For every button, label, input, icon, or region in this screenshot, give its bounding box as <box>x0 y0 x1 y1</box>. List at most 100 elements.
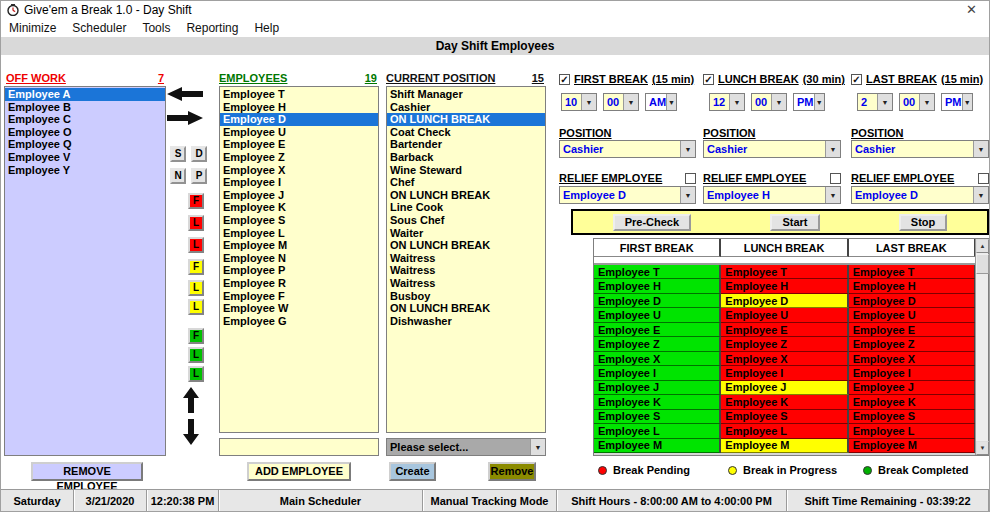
list-item[interactable]: ON LUNCH BREAK <box>387 302 545 315</box>
first-position-dropdown[interactable]: Cashier▼ <box>559 140 696 158</box>
list-item[interactable]: Busboy <box>387 290 545 303</box>
first-break-hour-dropdown[interactable]: 10▼ <box>561 93 597 111</box>
break-cell[interactable]: Employee X <box>849 352 976 366</box>
sort-d-button[interactable]: D <box>191 146 207 162</box>
sort-p-button[interactable]: P <box>191 168 207 184</box>
last-break-checkbox[interactable]: ✓ <box>851 74 862 85</box>
flag-button-green-l1[interactable]: L <box>188 347 204 363</box>
list-item[interactable]: Employee U <box>220 126 378 139</box>
first-break-minute-dropdown[interactable]: 00▼ <box>603 93 639 111</box>
first-break-checkbox[interactable]: ✓ <box>559 74 570 85</box>
break-cell[interactable]: Employee J <box>721 381 848 395</box>
first-break-ampm-dropdown[interactable]: AM▼ <box>645 93 677 111</box>
lunch-break-ampm-dropdown[interactable]: PM▼ <box>793 93 825 111</box>
list-item[interactable]: Employee P <box>220 264 378 277</box>
first-relief-checkbox[interactable] <box>685 173 696 184</box>
break-cell[interactable]: Employee J <box>849 381 976 395</box>
last-break-hour-dropdown[interactable]: 2▼ <box>857 93 893 111</box>
list-item[interactable]: Employee S <box>220 214 378 227</box>
move-left-arrow-icon[interactable] <box>167 86 203 106</box>
menu-item-tools[interactable]: Tools <box>134 21 178 35</box>
break-cell[interactable]: Employee K <box>849 395 976 409</box>
remove-employee-button[interactable]: REMOVE EMPLOYEE <box>31 462 143 481</box>
break-cell[interactable]: Employee I <box>721 366 848 380</box>
list-item[interactable]: Employee Z <box>220 151 378 164</box>
flag-button-green-l2[interactable]: L <box>188 366 204 382</box>
break-cell[interactable]: Employee M <box>721 439 848 453</box>
list-item[interactable]: Employee G <box>220 315 378 328</box>
list-item[interactable]: Employee R <box>220 277 378 290</box>
break-cell[interactable]: Employee H <box>721 279 848 293</box>
break-cell[interactable]: Employee I <box>849 366 976 380</box>
list-item[interactable]: Coat Check <box>387 126 545 139</box>
list-item[interactable]: Waiter <box>387 227 545 240</box>
list-item[interactable]: Employee D <box>220 113 378 126</box>
list-item[interactable]: Waitress <box>387 252 545 265</box>
break-cell[interactable]: Employee D <box>594 294 721 308</box>
list-item[interactable]: Waitress <box>387 264 545 277</box>
flag-button-yellow-l2[interactable]: L <box>188 299 204 315</box>
chevron-down-icon[interactable]: ▼ <box>530 439 545 455</box>
last-break-ampm-dropdown[interactable]: PM▼ <box>941 93 973 111</box>
list-item[interactable]: Employee A <box>5 88 165 101</box>
move-right-arrow-icon[interactable] <box>167 110 203 130</box>
break-cell[interactable]: Employee E <box>849 323 976 337</box>
break-cell[interactable]: Employee D <box>849 294 976 308</box>
break-cell[interactable]: Employee M <box>849 439 976 453</box>
list-item[interactable]: Shift Manager <box>387 88 545 101</box>
lunch-position-dropdown[interactable]: Cashier▼ <box>703 140 841 158</box>
last-break-minute-dropdown[interactable]: 00▼ <box>899 93 935 111</box>
menu-item-minimize[interactable]: Minimize <box>1 21 64 35</box>
break-cell[interactable]: Employee E <box>594 323 721 337</box>
lunch-relief-dropdown[interactable]: Employee H▼ <box>703 186 841 204</box>
break-cell[interactable]: Employee U <box>594 308 721 322</box>
off-work-list[interactable]: Employee AEmployee BEmployee CEmployee O… <box>4 86 166 456</box>
list-item[interactable]: Employee F <box>220 290 378 303</box>
break-cell[interactable]: Employee I <box>594 366 721 380</box>
start-button[interactable]: Start <box>770 214 819 231</box>
flag-button-red-l2[interactable]: L <box>188 237 204 253</box>
break-cell[interactable]: Employee Z <box>721 337 848 351</box>
list-item[interactable]: Employee Q <box>5 138 165 151</box>
list-item[interactable]: Employee M <box>220 239 378 252</box>
list-item[interactable]: Waitress <box>387 277 545 290</box>
break-cell[interactable]: Employee X <box>721 352 848 366</box>
last-relief-dropdown[interactable]: Employee D▼ <box>851 186 989 204</box>
table-scrollbar[interactable]: ▲ ▼ <box>975 239 988 455</box>
list-item[interactable]: Employee O <box>5 126 165 139</box>
break-cell[interactable]: Employee U <box>849 308 976 322</box>
break-cell[interactable]: Employee E <box>721 323 848 337</box>
last-position-dropdown[interactable]: Cashier▼ <box>851 140 989 158</box>
list-item[interactable]: Employee B <box>5 101 165 114</box>
current-position-list[interactable]: Shift ManagerCashier ON LUNCH BREAK Coat C… <box>386 86 546 433</box>
break-cell[interactable]: Employee U <box>721 308 848 322</box>
break-cell[interactable]: Employee K <box>721 395 848 409</box>
create-button[interactable]: Create <box>389 462 436 481</box>
close-icon[interactable]: ✕ <box>966 2 977 17</box>
list-item[interactable]: Employee C <box>5 113 165 126</box>
sort-s-button[interactable]: S <box>170 146 186 162</box>
break-cell[interactable]: Employee L <box>849 424 976 438</box>
scroll-down-icon[interactable]: ▼ <box>976 441 989 455</box>
lunch-break-checkbox[interactable]: ✓ <box>703 74 714 85</box>
break-cell[interactable]: Employee S <box>721 410 848 424</box>
list-item[interactable]: Wine Steward <box>387 164 545 177</box>
list-item[interactable]: Employee Y <box>5 164 165 177</box>
scroll-up-icon[interactable]: ▲ <box>976 239 989 253</box>
list-item[interactable]: Employee K <box>220 201 378 214</box>
last-relief-checkbox[interactable] <box>978 173 989 184</box>
flag-button-red-l1[interactable]: L <box>188 215 204 231</box>
break-cell[interactable]: Employee Z <box>849 337 976 351</box>
list-item[interactable]: Employee J <box>220 189 378 202</box>
list-item[interactable]: ON LUNCH BREAK <box>387 239 545 252</box>
break-cell[interactable]: Employee M <box>594 439 721 453</box>
break-cell[interactable]: Employee H <box>594 279 721 293</box>
break-cell[interactable]: Employee L <box>594 424 721 438</box>
list-item[interactable]: Cashier <box>387 101 545 114</box>
move-up-arrow-icon[interactable] <box>183 387 199 417</box>
new-employee-input[interactable] <box>219 438 379 456</box>
break-cell[interactable]: Employee L <box>721 424 848 438</box>
list-item[interactable]: ON LUNCH BREAK <box>387 189 545 202</box>
break-cell[interactable]: Employee K <box>594 395 721 409</box>
menu-item-scheduler[interactable]: Scheduler <box>64 21 134 35</box>
